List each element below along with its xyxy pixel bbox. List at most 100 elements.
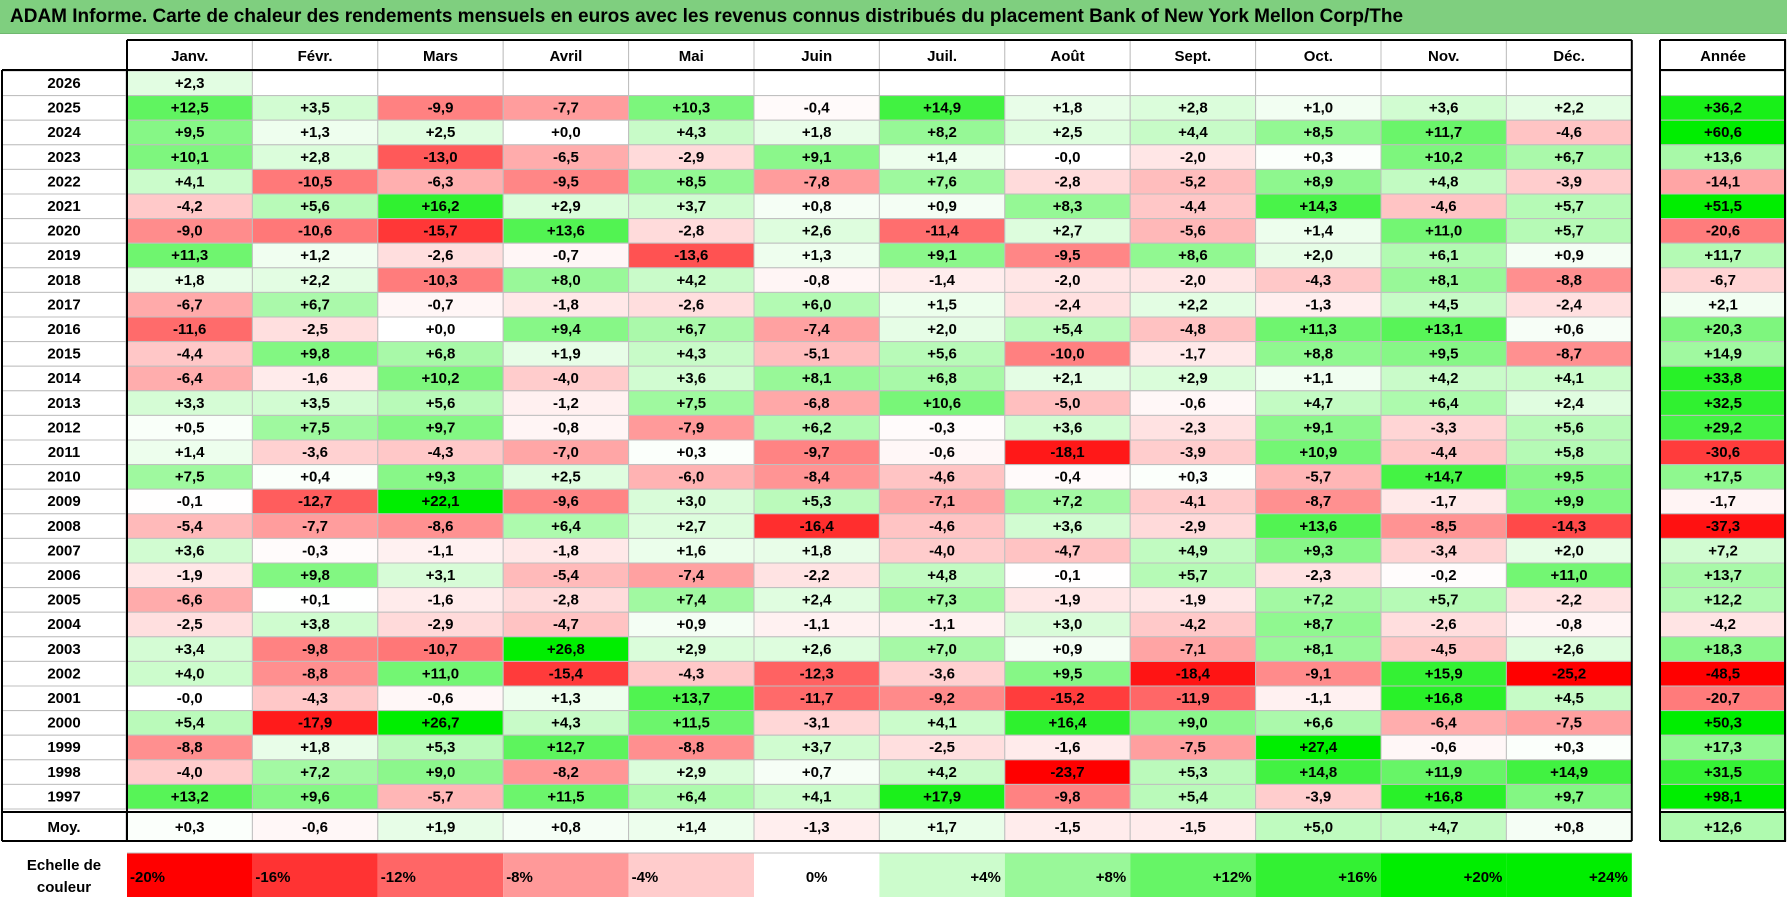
heatmap-cell <box>1129 267 1257 293</box>
scale-swatch <box>628 853 754 897</box>
cell-value: -0,3 <box>302 542 328 559</box>
heatmap-cell <box>628 636 755 662</box>
cell-value: -8,7 <box>1556 346 1582 363</box>
heatmap-cell <box>753 70 880 97</box>
annual-value: -20,7 <box>1706 690 1740 707</box>
heatmap-cell <box>1129 291 1257 318</box>
cell-value: +11,9 <box>1425 764 1462 781</box>
cell-value: +12,7 <box>547 739 585 756</box>
heatmap-cell <box>251 685 379 712</box>
heatmap-cell <box>1129 390 1257 416</box>
cell-value: -8,8 <box>177 739 203 756</box>
heatmap-cell <box>1255 488 1382 515</box>
cell-value: +8,6 <box>1178 247 1208 264</box>
heatmap-cell <box>1004 587 1131 613</box>
month-header: Nov. <box>1428 48 1459 65</box>
heatmap-cell <box>1129 414 1257 441</box>
cell-value: +14,3 <box>1299 198 1337 215</box>
annual-value: -1,7 <box>1710 493 1736 510</box>
cell-value: +0,3 <box>1554 739 1584 756</box>
cell-value: -4,3 <box>1305 272 1331 289</box>
heatmap-cell <box>377 537 504 564</box>
annual-cell <box>1659 95 1787 121</box>
heatmap-cell <box>1004 267 1131 293</box>
annual-value: +31,5 <box>1704 764 1742 781</box>
heatmap-cell <box>878 242 1006 269</box>
cell-value: -4,0 <box>929 542 955 559</box>
year-label-cell <box>1 218 127 244</box>
heatmap-cell <box>251 660 379 687</box>
heatmap-cell <box>251 636 379 662</box>
cell-value: +9,0 <box>1178 715 1208 732</box>
average-cell <box>1129 811 1257 842</box>
cell-value: -16,4 <box>800 518 835 535</box>
cell-value: +7,4 <box>676 592 706 609</box>
year-label: 2011 <box>48 444 81 461</box>
cell-value: +1,5 <box>927 296 957 313</box>
cell-value: +9,1 <box>927 247 957 264</box>
annual-value: +32,5 <box>1704 395 1742 412</box>
month-header-cell <box>126 39 253 71</box>
month-header: Mai <box>679 48 704 65</box>
cell-value: +0,1 <box>300 592 330 609</box>
cell-value: -4,4 <box>177 346 204 363</box>
cell-value: +3,6 <box>1429 100 1459 117</box>
scale-tick: +16% <box>1338 869 1377 886</box>
scale-tick: -16% <box>255 869 290 886</box>
heatmap-cell <box>628 562 755 589</box>
scale-swatch <box>127 853 253 897</box>
heatmap-cell <box>1129 636 1257 662</box>
heatmap-cell <box>1004 193 1131 220</box>
year-label: 2004 <box>47 616 81 633</box>
heatmap-cell <box>753 513 880 539</box>
cell-value: +5,6 <box>426 395 456 412</box>
heatmap-cell <box>1505 464 1633 490</box>
year-label: 1997 <box>47 788 80 805</box>
year-label: 2018 <box>47 272 80 289</box>
cell-value: +3,4 <box>175 641 205 658</box>
heatmap-cell <box>753 488 880 515</box>
annual-value: -20,6 <box>1706 223 1740 240</box>
cell-value: -2,3 <box>1180 419 1206 436</box>
cell-value: +6,7 <box>1554 149 1584 166</box>
heatmap-cell <box>1380 70 1507 97</box>
cell-value: +5,3 <box>1178 764 1208 781</box>
cell-value: +6,4 <box>1429 395 1459 412</box>
cell-value: +8,1 <box>1429 272 1459 289</box>
average-cell <box>1255 811 1382 842</box>
cell-value: -9,8 <box>302 641 328 658</box>
cell-value: +7,5 <box>175 469 205 486</box>
cell-value: +0,5 <box>175 419 205 436</box>
heatmap-cell <box>1505 636 1633 662</box>
cell-value: -4,2 <box>177 198 203 215</box>
cell-value: +11,3 <box>1300 321 1337 338</box>
average-annual-cell <box>1659 811 1787 842</box>
cell-value: -0,6 <box>1431 739 1457 756</box>
scale-swatch <box>1506 853 1632 897</box>
cell-value: +9,1 <box>802 149 832 166</box>
cell-value: +8,7 <box>1303 616 1333 633</box>
cell-value: +2,5 <box>426 124 456 141</box>
cell-value: -9,7 <box>804 444 830 461</box>
cell-value: -3,6 <box>929 665 955 682</box>
heatmap-cell <box>377 759 504 785</box>
cell-value: +11,0 <box>1425 223 1462 240</box>
cell-value: -4,7 <box>553 616 579 633</box>
cell-value: +9,6 <box>300 788 330 805</box>
cell-value: +11,7 <box>1425 124 1462 141</box>
year-label: 2013 <box>47 395 80 412</box>
annual-value: +33,8 <box>1704 370 1742 387</box>
heatmap-cell <box>878 267 1006 293</box>
heatmap-cell <box>1004 464 1131 490</box>
cell-value: +9,8 <box>300 567 330 584</box>
heatmap-cell <box>1129 759 1257 785</box>
heatmap-cell <box>1505 439 1633 466</box>
cell-value: -7,0 <box>553 444 579 461</box>
average-cell <box>502 811 630 842</box>
cell-value: +17,9 <box>923 788 961 805</box>
heatmap-cell <box>1255 242 1382 269</box>
cell-value: -6,4 <box>1431 715 1458 732</box>
cell-value: +16,8 <box>1425 690 1463 707</box>
cell-value: -7,1 <box>929 493 955 510</box>
average-label-cell <box>1 811 127 842</box>
